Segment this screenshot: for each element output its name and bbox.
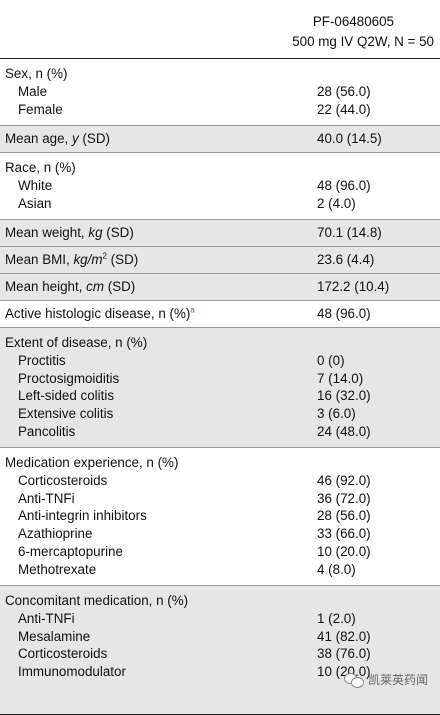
table-row: Mean age, y (SD) 40.0 (14.5) [0,126,440,152]
table-row: Anti-TNFi 1 (2.0) [18,610,356,626]
table-row: White 48 (96.0) [18,177,371,193]
column-title: PF-06480605 [312,14,394,29]
table-row: Immunomodulator 10 (20.0) [18,664,371,680]
table-row: Pancolitis 24 (48.0) [18,423,371,439]
section-age: Mean age, y (SD) 40.0 (14.5) [0,126,440,153]
section-sex: Sex, n (%) Male 28 (56.0) Female 22 (44.0) [0,59,440,126]
section-race: Race, n (%) White 48 (96.0) Asian 2 (4.0) [0,153,440,220]
table-row: Male 28 (56.0) [18,83,371,99]
section-histologic: Active histologic disease, n (%)a 48 (96… [0,301,440,328]
wechat-icon [343,672,364,688]
table-row: Anti-TNFi 36 (72.0) [18,490,371,506]
table-row: Mean weight, kg (SD) 70.1 (14.8) [0,220,440,246]
section-title: Race, n (%) [5,160,76,175]
row-label: Mean height, cm (SD) [5,279,136,294]
row-label: Mean BMI, kg/m2 (SD) [5,251,139,267]
section-bmi: Mean BMI, kg/m2 (SD) 23.6 (4.4) [0,247,440,274]
footnote-marker: a [190,305,195,315]
section-title: Medication experience, n (%) [5,455,179,470]
section-title: Sex, n (%) [5,66,68,81]
table-row: Asian 2 (4.0) [18,195,356,211]
row-label: Active histologic disease, n (%)a [5,305,195,321]
column-subtitle: 500 mg IV Q2W, N = 50 [292,34,434,49]
table-row: Corticosteroids 46 (92.0) [18,472,371,488]
section-title: Extent of disease, n (%) [5,335,148,350]
row-label: Mean weight, kg (SD) [5,225,134,240]
table-row: Corticosteroids 38 (76.0) [18,646,371,662]
section-weight: Mean weight, kg (SD) 70.1 (14.8) [0,220,440,247]
section-extent: Extent of disease, n (%) Proctitis 0 (0) … [0,328,440,448]
table-row: Female 22 (44.0) [18,101,371,117]
table-row: Mesalamine 41 (82.0) [18,628,371,644]
section-medication: Medication experience, n (%) Corticoster… [0,448,440,586]
table-row: Methotrexate 4 (8.0) [18,561,356,577]
table-row: Proctosigmoiditis 7 (14.0) [18,370,364,386]
section-concomitant: Concomitant medication, n (%) Anti-TNFi 1… [0,586,440,715]
table-row: Mean BMI, kg/m2 (SD) 23.6 (4.4) [0,247,440,273]
table-row: Active histologic disease, n (%)a 48 (96… [0,301,440,327]
watermark-text: 凯莱英药闻 [367,673,428,687]
section-height: Mean height, cm (SD) 172.2 (10.4) [0,274,440,301]
table-row: 6-mercaptopurine 10 (20.0) [18,543,371,559]
table-row: Mean height, cm (SD) 172.2 (10.4) [0,274,440,300]
table-row: Anti-integrin inhibitors 28 (56.0) [18,508,371,524]
table-row: Extensive colitis 3 (6.0) [18,406,356,422]
table-header: PF-06480605 500 mg IV Q2W, N = 50 [0,0,440,59]
watermark: 凯莱英药闻 [343,671,428,688]
section-title: Concomitant medication, n (%) [5,593,189,608]
table-row: Azathioprine 33 (66.0) [18,526,371,542]
row-label: Mean age, y (SD) [5,131,110,146]
table-row: Left-sided colitis 16 (32.0) [18,388,371,404]
table-row: Proctitis 0 (0) [18,352,345,368]
